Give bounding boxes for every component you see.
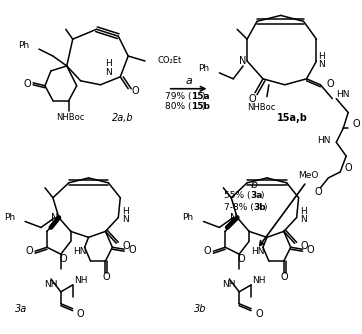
Text: O: O (122, 241, 130, 251)
Text: O: O (327, 79, 334, 89)
Text: 7-8% (: 7-8% ( (224, 203, 254, 212)
Text: N: N (51, 212, 59, 222)
Text: N: N (300, 215, 307, 224)
Text: N: N (105, 68, 112, 77)
Text: O: O (59, 254, 67, 264)
Text: 80% (: 80% ( (165, 102, 191, 111)
Text: CO₂Et: CO₂Et (158, 56, 182, 65)
Text: ): ) (260, 191, 264, 200)
Text: O: O (344, 163, 352, 173)
Text: H: H (300, 207, 307, 216)
Text: N: N (239, 56, 247, 66)
Text: H: H (319, 51, 325, 60)
Text: a: a (185, 76, 192, 86)
Text: O: O (204, 246, 211, 256)
Text: ): ) (202, 102, 205, 111)
Text: 55% (: 55% ( (224, 191, 251, 200)
Text: N: N (230, 212, 237, 222)
Text: HN: HN (73, 247, 87, 256)
Text: Ph: Ph (4, 213, 15, 222)
Text: 15b: 15b (191, 102, 210, 111)
Text: Ph: Ph (18, 41, 29, 50)
Text: ): ) (263, 203, 266, 212)
Text: O: O (128, 245, 136, 255)
Text: NH: NH (44, 281, 58, 289)
Text: 2a,b: 2a,b (112, 114, 134, 124)
Text: NHBoc: NHBoc (56, 113, 85, 122)
Text: ): ) (202, 92, 205, 101)
Text: N: N (122, 215, 129, 224)
Text: 3b: 3b (194, 304, 206, 314)
Text: O: O (281, 272, 289, 282)
Text: O: O (300, 241, 308, 251)
Text: O: O (23, 79, 31, 89)
Text: Ph: Ph (182, 213, 194, 222)
Text: O: O (315, 187, 322, 197)
Text: HN: HN (317, 136, 331, 145)
Text: O: O (352, 119, 360, 129)
Text: Ph: Ph (198, 64, 210, 73)
Text: 79% (: 79% ( (165, 92, 191, 101)
Text: MeO: MeO (298, 171, 319, 180)
Text: O: O (131, 86, 139, 96)
Text: O: O (307, 245, 314, 255)
Text: O: O (255, 309, 263, 319)
Text: NH: NH (74, 277, 87, 286)
Text: 15a: 15a (191, 92, 209, 101)
Text: N: N (319, 60, 325, 69)
Text: NH: NH (223, 281, 236, 289)
Text: HN: HN (252, 247, 265, 256)
Text: 15a,b: 15a,b (277, 114, 308, 124)
Text: 3b: 3b (253, 203, 266, 212)
Text: H: H (122, 207, 129, 216)
Text: O: O (25, 246, 33, 256)
Text: b: b (251, 180, 258, 190)
Text: O: O (102, 272, 110, 282)
Text: O: O (248, 94, 256, 104)
Text: HN: HN (336, 90, 350, 99)
Text: 3a: 3a (15, 304, 28, 314)
Text: O: O (77, 309, 84, 319)
Text: 3a: 3a (250, 191, 262, 200)
Text: NH: NH (252, 277, 266, 286)
Text: O: O (237, 254, 245, 264)
Text: H: H (105, 59, 112, 68)
Text: NHBoc: NHBoc (247, 103, 275, 112)
